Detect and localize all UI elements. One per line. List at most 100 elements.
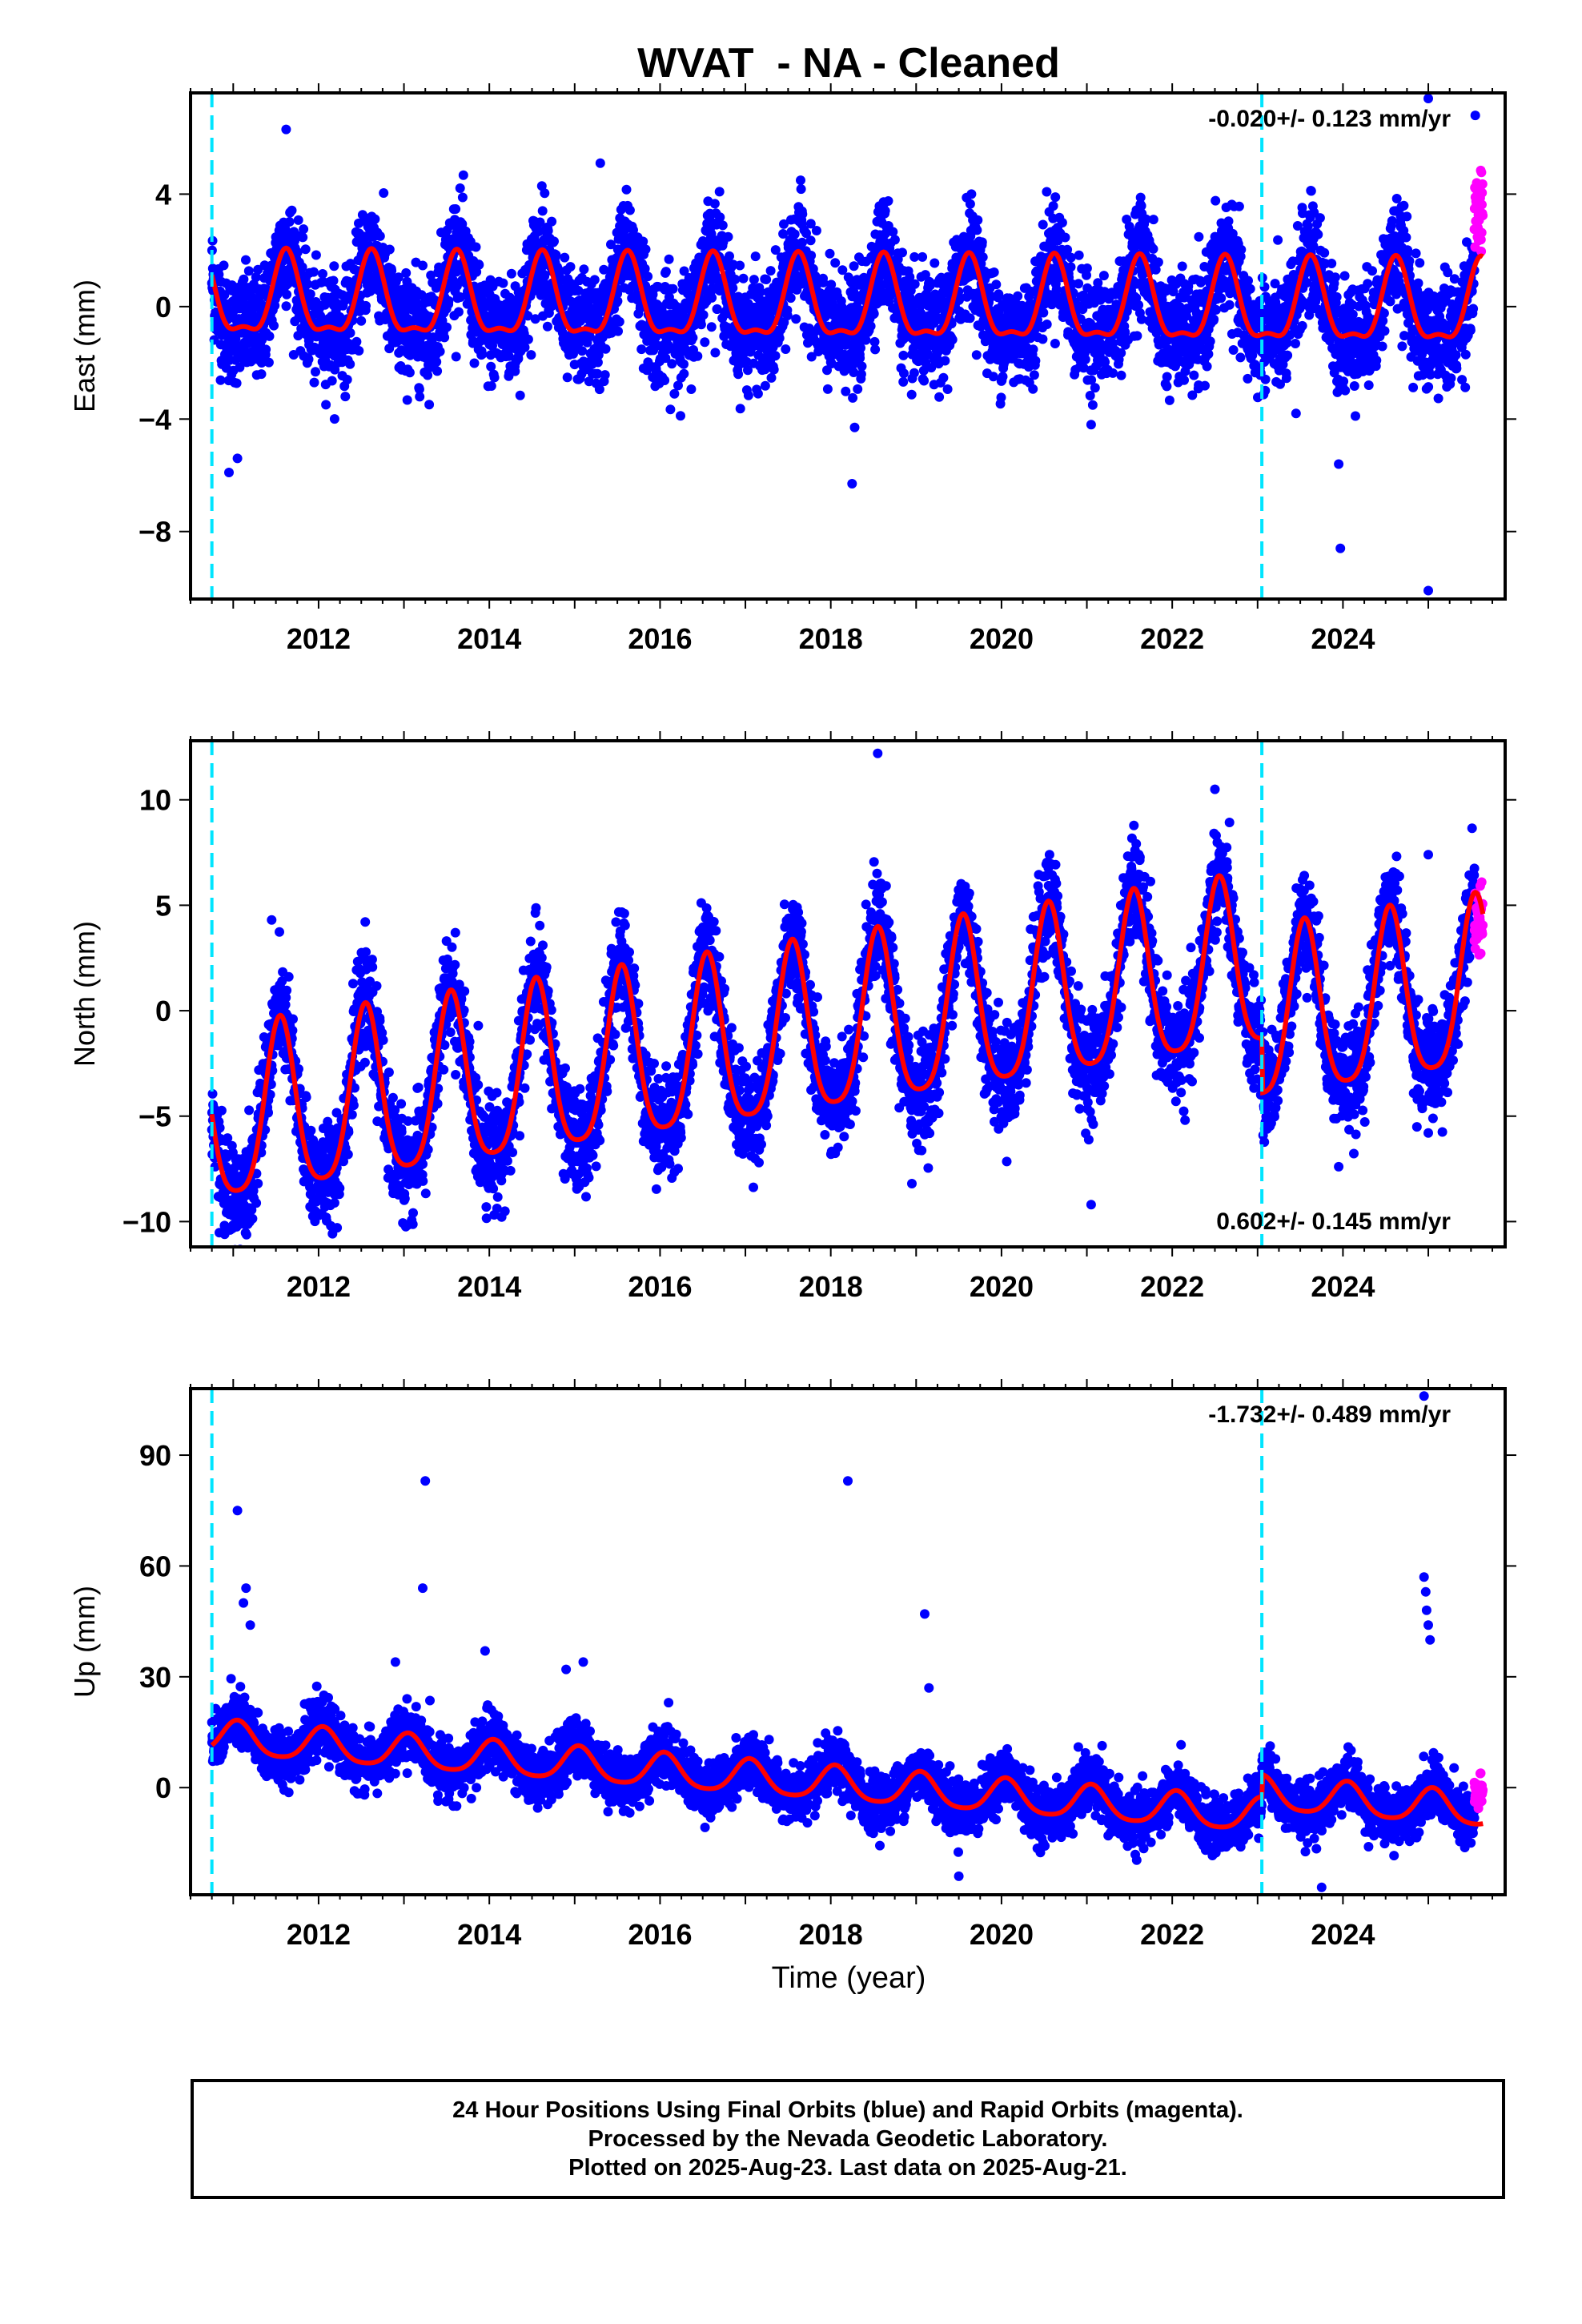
data-point <box>1162 381 1172 392</box>
data-point <box>966 189 977 199</box>
data-point <box>1080 354 1090 364</box>
data-point <box>661 267 671 277</box>
data-point <box>698 310 709 320</box>
data-point <box>978 252 988 263</box>
data-point <box>1216 293 1227 304</box>
data-point <box>261 344 271 355</box>
data-point <box>281 301 291 312</box>
data-point <box>526 350 536 360</box>
data-point <box>1048 201 1058 211</box>
data-point <box>706 322 717 332</box>
data-point <box>753 388 763 399</box>
data-point <box>796 175 805 186</box>
data-point <box>1223 216 1234 227</box>
data-point <box>504 292 515 303</box>
data-point <box>1306 186 1316 196</box>
data-point <box>506 268 516 279</box>
data-point <box>1028 384 1038 394</box>
data-point <box>321 400 331 410</box>
data-point <box>1029 370 1039 380</box>
data-point <box>743 390 753 400</box>
data-point <box>426 270 436 280</box>
data-point <box>640 263 650 274</box>
data-point <box>769 364 779 375</box>
data-point <box>589 275 600 285</box>
data-point <box>965 313 975 324</box>
data-point <box>841 386 851 396</box>
data-point <box>299 224 309 235</box>
data-point <box>549 236 559 247</box>
data-point <box>774 333 785 344</box>
data-point <box>934 392 945 402</box>
data-point <box>361 300 371 311</box>
data-point <box>474 259 484 270</box>
data-point <box>1331 292 1342 302</box>
data-point <box>930 258 940 268</box>
data-point <box>1243 373 1253 384</box>
data-point <box>305 289 315 300</box>
data-point <box>612 296 623 306</box>
data-point <box>440 332 450 343</box>
data-point <box>897 247 907 258</box>
data-point <box>1074 279 1084 289</box>
data-point <box>1291 339 1300 348</box>
data-point <box>513 353 524 364</box>
data-point <box>624 205 635 215</box>
data-point <box>638 236 648 247</box>
data-point <box>1013 291 1023 301</box>
data-point <box>329 261 339 271</box>
data-point <box>797 237 807 247</box>
data-point <box>870 344 881 355</box>
data-point <box>594 384 604 395</box>
data-point <box>1245 283 1255 294</box>
data-point <box>1179 375 1189 385</box>
data-point <box>303 279 313 289</box>
data-point <box>1087 400 1098 410</box>
data-point <box>340 392 351 402</box>
data-point <box>613 326 623 336</box>
data-point <box>551 250 561 260</box>
data-point <box>781 344 791 354</box>
data-point <box>848 392 858 403</box>
data-point <box>1313 229 1323 239</box>
data-point <box>636 344 647 355</box>
data-point <box>345 359 355 369</box>
data-point <box>243 266 254 276</box>
data-point <box>942 384 953 394</box>
data-point <box>1339 376 1349 387</box>
data-point <box>805 235 816 246</box>
data-point <box>919 376 930 386</box>
data-point <box>1153 257 1163 267</box>
data-point <box>1090 383 1100 393</box>
data-point <box>899 368 909 379</box>
data-point <box>537 206 548 216</box>
data-point <box>1082 263 1092 273</box>
data-point <box>457 192 468 203</box>
data-point <box>523 334 533 344</box>
data-point <box>853 384 863 394</box>
data-point <box>782 311 793 320</box>
data-point <box>909 368 919 378</box>
data-point <box>1211 304 1221 315</box>
data-point <box>498 278 508 288</box>
data-point <box>1363 279 1373 289</box>
data-point <box>791 314 801 324</box>
data-point <box>765 266 776 276</box>
data-point <box>989 267 999 277</box>
data-point <box>404 368 415 378</box>
data-point <box>1315 213 1325 223</box>
data-point <box>435 346 445 356</box>
data-point <box>977 237 987 247</box>
data-point <box>375 231 385 241</box>
data-point <box>855 353 865 364</box>
data-point <box>1038 308 1049 318</box>
data-point <box>328 275 339 286</box>
data-point <box>444 296 454 306</box>
data-point <box>311 367 320 377</box>
data-point <box>749 275 759 285</box>
data-point <box>1135 192 1146 203</box>
data-point <box>241 255 251 265</box>
data-point <box>560 252 570 263</box>
data-point <box>676 411 685 421</box>
data-point <box>599 264 609 275</box>
